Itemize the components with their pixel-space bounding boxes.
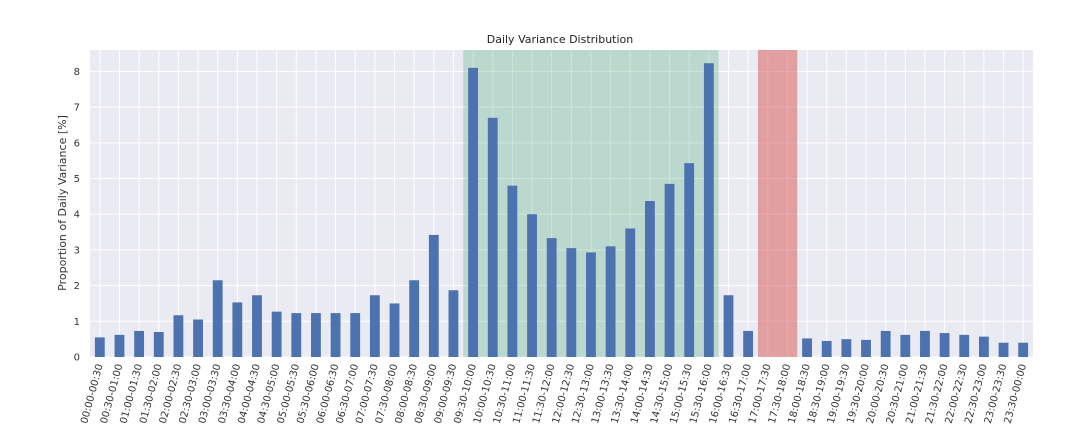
y-tick-label: 3: [74, 245, 80, 256]
bar-09:00-09:30: [448, 290, 459, 357]
y-tick-label: 1: [74, 317, 80, 328]
bar-06:30-07:00: [350, 313, 361, 357]
chart-title: Daily Variance Distribution: [487, 33, 634, 46]
bar-05:00-05:30: [291, 313, 302, 357]
bar-10:00-10:30: [487, 117, 498, 357]
bar-15:30-16:00: [703, 63, 714, 358]
bar-13:00-13:30: [605, 246, 616, 357]
bar-23:30-00:00: [1018, 342, 1029, 357]
y-tick-label: 7: [74, 103, 80, 114]
bar-21:30-22:00: [939, 333, 950, 357]
bar-06:00-06:30: [330, 313, 341, 357]
bar-19:00-19:30: [841, 339, 852, 357]
y-tick-label: 0: [74, 353, 80, 364]
bar-11:30-12:00: [546, 238, 557, 357]
bar-00:00-00:30: [94, 337, 105, 357]
y-axis-label: Proportion of Daily Variance [%]: [56, 115, 69, 291]
bar-14:00-14:30: [644, 201, 655, 357]
y-tick-label: 2: [74, 281, 80, 292]
bar-18:00-18:30: [802, 338, 812, 357]
bar-10:30-11:00: [507, 185, 518, 357]
y-tick-label: 8: [74, 67, 80, 78]
bar-21:00-21:30: [920, 330, 930, 357]
bar-14:30-15:00: [664, 183, 675, 357]
bar-03:00-03:30: [212, 280, 223, 357]
plot-area: [90, 50, 1033, 357]
bar-22:00-22:30: [959, 334, 970, 357]
bar-02:30-03:00: [193, 319, 203, 357]
bar-01:30-02:00: [153, 332, 164, 357]
bar-13:30-14:00: [625, 228, 636, 357]
bar-04:30-05:00: [271, 311, 282, 357]
bar-07:30-08:00: [389, 303, 400, 357]
bar-08:00-08:30: [409, 280, 420, 357]
y-tick-label: 6: [74, 138, 80, 149]
bar-19:30-20:00: [861, 339, 871, 357]
bar-18:30-19:00: [821, 340, 832, 357]
bar-03:30-04:00: [232, 302, 243, 357]
bar-09:30-10:00: [468, 67, 479, 357]
bar-16:30-17:00: [743, 330, 754, 357]
bar-16:00-16:30: [723, 295, 734, 357]
bar-20:30-21:00: [900, 334, 911, 357]
bar-01:00-01:30: [134, 330, 145, 357]
highlight-region-closed: [757, 50, 798, 357]
bar-15:00-15:30: [684, 163, 695, 357]
bar-12:30-13:00: [586, 252, 596, 357]
bar-12:00-12:30: [566, 248, 577, 357]
bar-00:30-01:00: [114, 334, 125, 357]
bar-20:00-20:30: [880, 330, 891, 357]
bar-07:00-07:30: [369, 295, 380, 357]
bar-05:30-06:00: [311, 313, 321, 357]
y-tick-label: 4: [74, 210, 80, 221]
y-tick-label: 5: [74, 174, 80, 185]
bar-04:00-04:30: [252, 295, 262, 357]
bar-23:00-23:30: [998, 342, 1009, 357]
bar-11:00-11:30: [527, 214, 537, 357]
bar-08:30-09:00: [428, 234, 439, 357]
bar-02:00-02:30: [173, 315, 184, 357]
bar-22:30-23:00: [978, 336, 989, 357]
